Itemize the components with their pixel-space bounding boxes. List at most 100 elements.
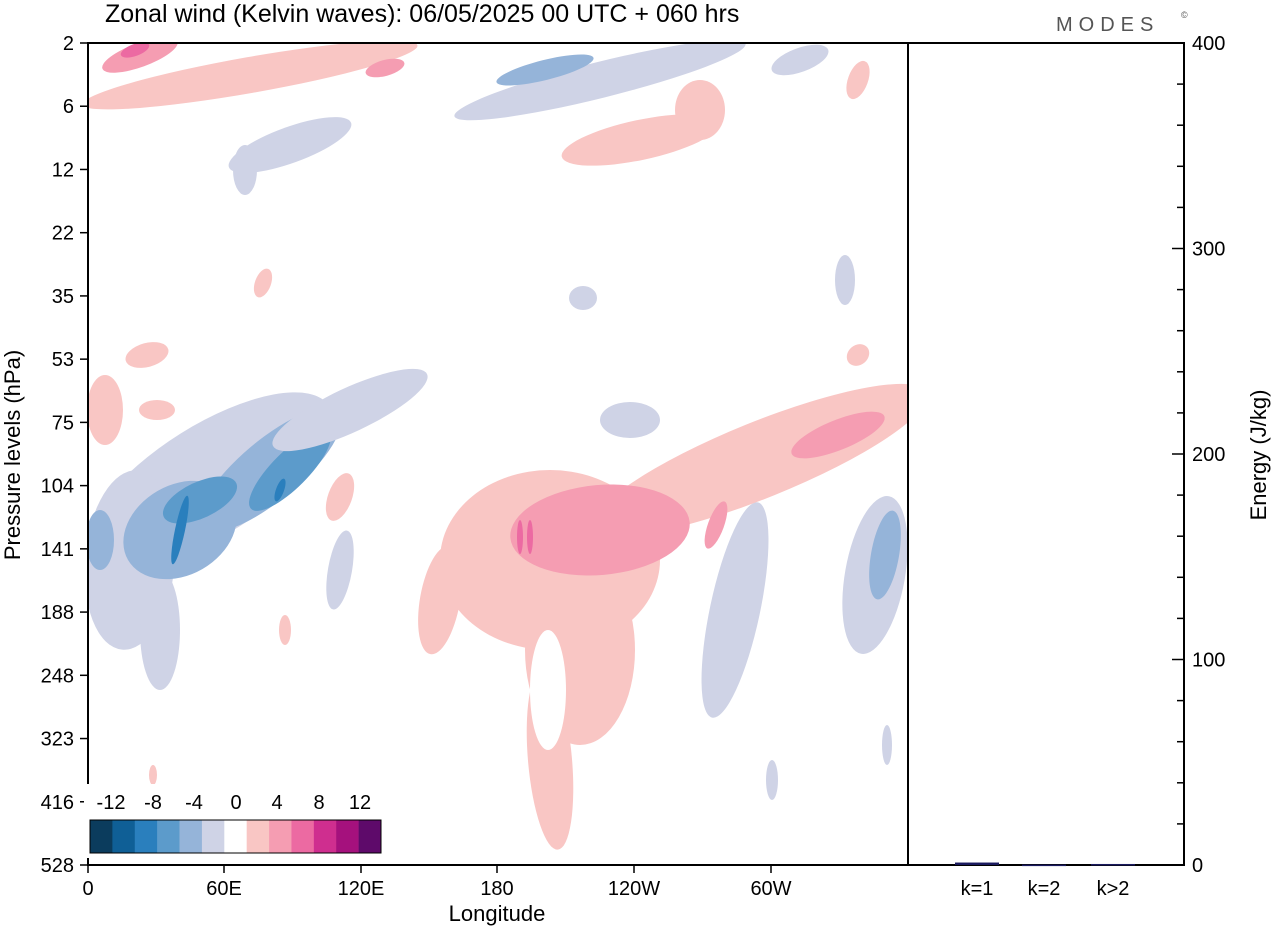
colorbar-swatch <box>90 820 113 853</box>
contour-region <box>233 145 257 195</box>
contour-region <box>253 268 273 298</box>
energy-tick-label: 0 <box>1192 855 1203 877</box>
contour-region <box>88 510 114 570</box>
energy-frame <box>907 42 1185 866</box>
contour-region <box>274 478 286 502</box>
x-tick-label: 120W <box>608 878 660 900</box>
y-tick-label: 35 <box>52 286 74 308</box>
colorbar-label: -4 <box>185 792 203 814</box>
contour-region <box>600 402 660 438</box>
y-tick-label: 6 <box>63 96 74 118</box>
energy-panel: 0 100 200 300 400 k=1 k=2 k>2 Energy (J/kg) <box>907 33 1271 900</box>
contour-region <box>704 501 728 549</box>
y-axis: 2 6 12 22 35 53 75 104 141 188 248 323 416 528 <box>41 33 88 877</box>
energy-tick-label: 100 <box>1192 650 1225 672</box>
y-axis-label: Pressure levels (hPa) <box>0 350 25 560</box>
y-tick-label: 416 <box>41 792 74 814</box>
energy-bar <box>1091 863 1135 866</box>
colorbar-swatch <box>201 820 225 853</box>
colorbar-swatch <box>112 820 136 853</box>
x-tick-label: 60W <box>750 878 791 900</box>
energy-axis-label: Energy (J/kg) <box>1246 390 1271 521</box>
colorbar-swatch <box>246 820 270 853</box>
y-tick-label: 141 <box>41 539 74 561</box>
contour-region <box>418 545 462 655</box>
colorbar-swatch <box>358 820 382 853</box>
energy-category-label: k=2 <box>1028 878 1061 900</box>
contour-region <box>517 520 523 554</box>
contour-region <box>569 286 597 310</box>
contour-gap <box>530 630 566 750</box>
x-tick-label: 180 <box>480 878 513 900</box>
modes-logo-mark: © <box>1181 10 1188 20</box>
energy-bar <box>1022 864 1066 867</box>
y-tick-label: 528 <box>41 855 74 877</box>
energy-tick-label: 400 <box>1192 33 1225 55</box>
x-tick-label: 0 <box>82 878 93 900</box>
contour-region <box>496 54 594 86</box>
contour-region <box>228 117 352 173</box>
colorbar-swatch <box>179 820 203 853</box>
y-tick-label: 104 <box>41 476 74 498</box>
contour-region <box>835 255 855 305</box>
contour-region <box>88 375 123 445</box>
y-tick-label: 323 <box>41 729 74 751</box>
y-tick-label: 75 <box>52 412 74 434</box>
contour-region <box>527 520 533 554</box>
contour-region <box>882 725 892 765</box>
x-tick-label: 60E <box>206 878 242 900</box>
colorbar-label: -12 <box>97 792 126 814</box>
colorbar-label: -8 <box>144 792 162 814</box>
contour-region <box>869 510 901 600</box>
y-tick-label: 12 <box>52 159 74 181</box>
colorbar-swatch <box>157 820 180 853</box>
contour-region <box>675 80 725 140</box>
x-axis-label: Longitude <box>449 901 546 926</box>
contour-region <box>766 760 778 800</box>
y-tick-label: 2 <box>63 33 74 55</box>
colorbar-swatch <box>269 820 292 853</box>
y-tick-label: 53 <box>52 349 74 371</box>
contour-region <box>326 530 354 610</box>
contour-region <box>140 570 180 690</box>
energy-category-label: k>2 <box>1097 878 1130 900</box>
colorbar-swatch <box>313 820 337 853</box>
contour-region <box>102 43 178 73</box>
colorbar-swatch <box>291 820 315 853</box>
contour-region <box>791 411 885 459</box>
contour-region <box>454 43 746 121</box>
y-tick-label: 248 <box>41 665 74 687</box>
y-tick-label: 188 <box>41 602 74 624</box>
colorbar-label: 8 <box>313 792 324 814</box>
chart-title: Zonal wind (Kelvin waves): 06/05/2025 00… <box>105 0 739 28</box>
contour-region <box>701 502 769 718</box>
contour-region <box>249 429 331 511</box>
contour-region <box>771 44 829 76</box>
contour-region <box>846 60 870 100</box>
energy-tick-label: 300 <box>1192 239 1225 261</box>
colorbar-frame <box>89 819 382 854</box>
colorbar-swatch <box>224 820 247 853</box>
contour-region <box>846 344 870 366</box>
contour-region <box>279 615 291 645</box>
contour-region <box>88 43 418 110</box>
colorbar-swatch <box>336 820 359 853</box>
energy-category-label: k=1 <box>961 878 994 900</box>
contour-region <box>272 368 428 452</box>
wind-anomaly-contours <box>88 43 908 850</box>
x-tick-label: 120E <box>338 878 385 900</box>
contour-region <box>125 342 169 368</box>
modes-logo: MODES <box>1056 14 1159 36</box>
contour-region <box>365 58 405 78</box>
contour-region <box>149 765 157 785</box>
hovmoller-panel <box>87 42 909 866</box>
colorbar-label: 12 <box>349 792 371 814</box>
colorbar-legend: -12 -8 -4 0 4 8 12 <box>84 784 386 858</box>
energy-tick-label: 200 <box>1192 444 1225 466</box>
colorbar-label: 4 <box>271 792 282 814</box>
contour-region <box>510 484 690 576</box>
x-axis: 0 60E 120E 180 120W 60W <box>82 865 792 900</box>
energy-bar <box>955 862 999 865</box>
contour-region <box>139 400 175 420</box>
